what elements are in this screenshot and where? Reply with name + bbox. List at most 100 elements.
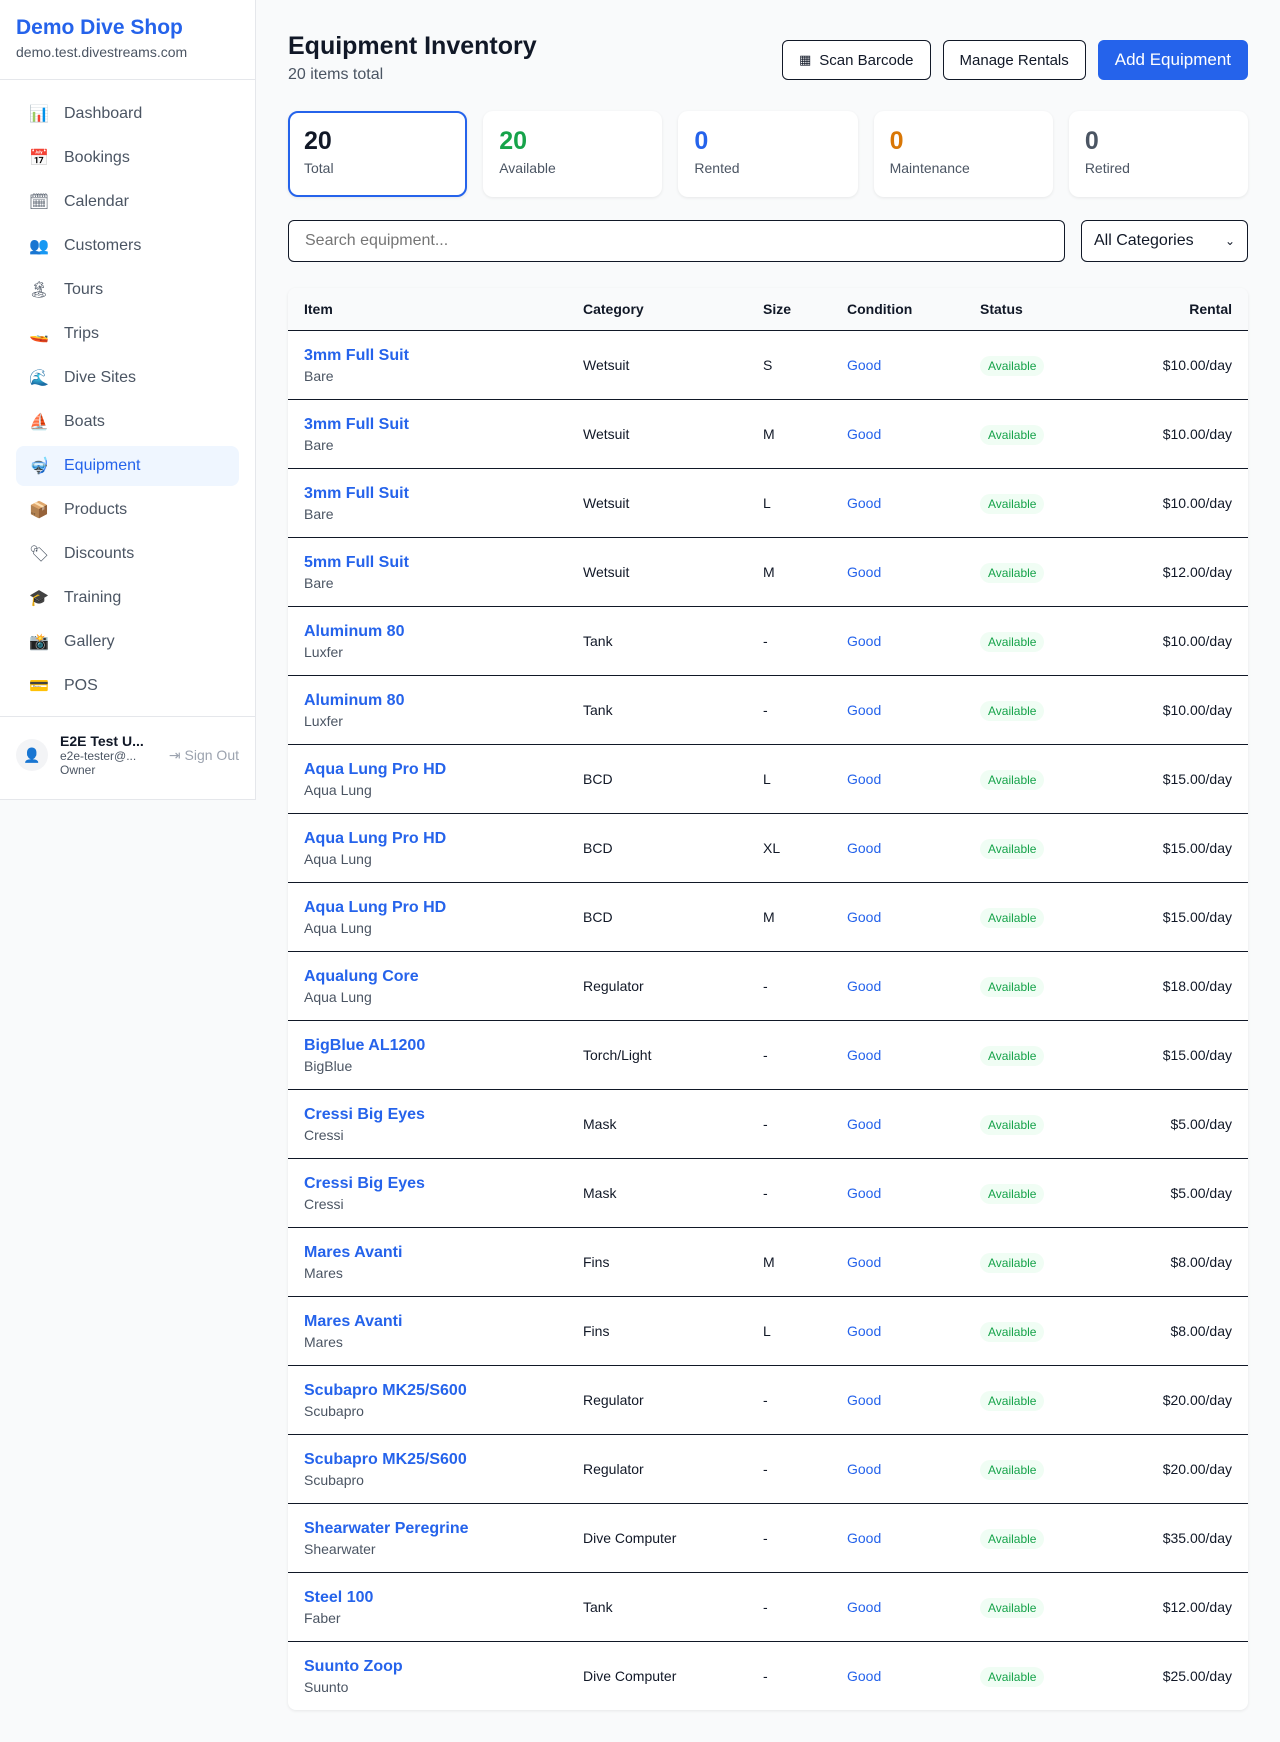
item-condition: Good [847, 1530, 882, 1546]
status-badge: Available [980, 1460, 1045, 1480]
stat-label: Retired [1084, 160, 1130, 176]
item-rental: $15.00/day [1162, 1047, 1232, 1063]
item-name-link[interactable]: 3mm Full Suit [304, 346, 409, 364]
page-title: Equipment Inventory [288, 32, 537, 60]
sidebar-item-equipment[interactable]: 🤿 Equipment [16, 446, 239, 486]
sidebar-item-label: Dive Sites [64, 369, 137, 386]
item-rental: $12.00/day [1162, 1599, 1232, 1615]
item-condition: Good [847, 495, 882, 511]
sidebar-item-customers[interactable]: 👥 Customers [16, 226, 239, 266]
table-row: 3mm Full Suit Bare Wetsuit M Good Availab… [288, 399, 1248, 468]
sidebar-item-training[interactable]: 🎓 Training [16, 578, 239, 618]
search-input[interactable] [288, 220, 1065, 262]
equipment-table: Item Category Size Condition Status Rent… [288, 288, 1248, 1710]
user-role: Owner [60, 763, 96, 777]
item-brand: Shearwater [304, 1540, 376, 1557]
item-name-link[interactable]: BigBlue AL1200 [304, 1036, 426, 1054]
stat-value: 20 [304, 127, 332, 155]
add-equipment-button[interactable]: Add Equipment [1097, 40, 1248, 80]
scan-barcode-button[interactable]: ▦ Scan Barcode [781, 40, 931, 80]
sidebar-item-pos[interactable]: 💳 POS [16, 666, 239, 706]
manage-rentals-button[interactable]: Manage Rentals [942, 40, 1086, 80]
sidebar-item-dashboard[interactable]: 📊 Dashboard [16, 94, 239, 134]
item-name-link[interactable]: Aqua Lung Pro HD [304, 898, 447, 916]
table-row: Cressi Big Eyes Cressi Mask - Good Availa… [288, 1158, 1248, 1227]
item-name-link[interactable]: Suunto Zoop [304, 1657, 403, 1675]
stat-value: 20 [499, 127, 528, 155]
category-select-value: All Categories [1094, 232, 1194, 249]
item-name-link[interactable]: Scubapro MK25/S600 [304, 1381, 467, 1399]
sidebar-item-boats[interactable]: ⛵ Boats [16, 402, 239, 442]
table-row: Scubapro MK25/S600 Scubapro Regulator - G… [288, 1434, 1248, 1503]
sidebar-item-discounts[interactable]: 🏷 Discounts [16, 534, 239, 574]
sidebar-item-calendar[interactable]: 🗓 Calendar [16, 182, 239, 222]
boats-icon: ⛵ [29, 414, 49, 431]
header-actions: ▦ Scan Barcode Manage Rentals Add Equipme… [781, 40, 1248, 80]
item-condition: Good [847, 1461, 882, 1477]
item-name-link[interactable]: Aluminum 80 [304, 622, 405, 640]
user-panel: 👤 E2E Test U... e2e-tester@... Owner ⇥ S… [0, 716, 255, 793]
item-size: - [763, 1047, 768, 1063]
item-size: - [763, 1599, 768, 1615]
item-category: Dive Computer [583, 1530, 677, 1546]
stat-card-maintenance[interactable]: 0 Maintenance [873, 111, 1053, 197]
table-row: Aluminum 80 Luxfer Tank - Good Available … [288, 606, 1248, 675]
item-size: M [763, 1254, 775, 1270]
item-condition: Good [847, 1047, 882, 1063]
sidebar-item-bookings[interactable]: 📅 Bookings [16, 138, 239, 178]
status-badge: Available [980, 701, 1045, 721]
item-size: S [763, 357, 773, 373]
item-name-link[interactable]: 3mm Full Suit [304, 484, 409, 502]
item-brand: Aqua Lung [304, 850, 372, 867]
item-name-link[interactable]: Steel 100 [304, 1588, 374, 1606]
sidebar-item-label: POS [64, 677, 98, 694]
item-size: M [763, 909, 775, 925]
item-name-link[interactable]: Cressi Big Eyes [304, 1174, 425, 1192]
item-name-link[interactable]: Mares Avanti [304, 1312, 403, 1330]
sidebar-item-dive-sites[interactable]: 🌊 Dive Sites [16, 358, 239, 398]
item-name-link[interactable]: Cressi Big Eyes [304, 1105, 425, 1123]
sidebar-item-label: Customers [64, 237, 142, 254]
item-name-link[interactable]: Aqua Lung Pro HD [304, 829, 447, 847]
item-rental: $15.00/day [1162, 771, 1232, 787]
item-rental: $10.00/day [1162, 495, 1232, 511]
stat-label: Rented [694, 160, 740, 176]
sidebar-item-tours[interactable]: 🏝 Tours [16, 270, 239, 310]
stat-card-rented[interactable]: 0 Rented [678, 111, 858, 197]
item-name-link[interactable]: Aqualung Core [304, 967, 419, 985]
stat-card-retired[interactable]: 0 Retired [1068, 111, 1249, 197]
item-rental: $20.00/day [1162, 1461, 1232, 1477]
status-badge: Available [980, 1253, 1045, 1273]
status-badge: Available [980, 1115, 1045, 1135]
item-category: Fins [583, 1323, 610, 1339]
item-category: Fins [583, 1254, 610, 1270]
table-row: Aqualung Core Aqua Lung Regulator - Good … [288, 951, 1248, 1020]
dive-sites-icon: 🌊 [29, 370, 49, 387]
item-name-link[interactable]: Scubapro MK25/S600 [304, 1450, 467, 1468]
products-icon: 📦 [29, 502, 49, 519]
item-name-link[interactable]: 3mm Full Suit [304, 415, 409, 433]
item-name-link[interactable]: Aqua Lung Pro HD [304, 760, 447, 778]
stat-card-available[interactable]: 20 Available [483, 111, 663, 197]
sidebar-item-trips[interactable]: 🚤 Trips [16, 314, 239, 354]
item-brand: Bare [304, 367, 334, 384]
item-rental: $5.00/day [1170, 1185, 1233, 1201]
item-name-link[interactable]: Aluminum 80 [304, 691, 405, 709]
sign-out-button[interactable]: ⇥ Sign Out [169, 747, 239, 764]
sidebar-item-gallery[interactable]: 📸 Gallery [16, 622, 239, 662]
item-category: Tank [583, 702, 613, 718]
category-select[interactable]: All Categories ⌄ [1081, 220, 1248, 262]
item-condition: Good [847, 1668, 882, 1684]
item-brand: Mares [304, 1333, 343, 1350]
item-name-link[interactable]: Mares Avanti [304, 1243, 403, 1261]
stat-card-total[interactable]: 20 Total [288, 111, 468, 197]
brand-name[interactable]: Demo Dive Shop [16, 16, 183, 39]
sidebar-item-products[interactable]: 📦 Products [16, 490, 239, 530]
item-brand: Scubapro [304, 1471, 364, 1488]
item-condition: Good [847, 840, 882, 856]
item-name-link[interactable]: 5mm Full Suit [304, 553, 409, 571]
item-size: - [763, 702, 768, 718]
status-badge: Available [980, 1529, 1045, 1549]
item-brand: Suunto [304, 1678, 349, 1695]
item-name-link[interactable]: Shearwater Peregrine [304, 1519, 469, 1537]
